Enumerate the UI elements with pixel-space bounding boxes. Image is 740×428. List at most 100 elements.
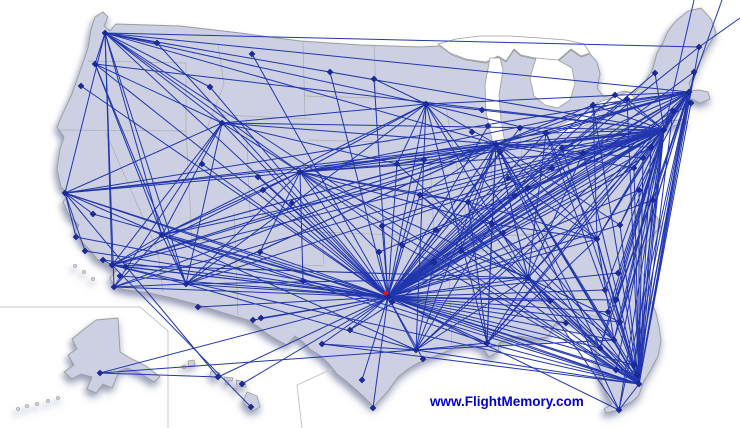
airport-dot — [610, 336, 618, 344]
route-line — [527, 277, 615, 341]
route-line — [618, 383, 640, 411]
airport-dot — [89, 210, 97, 218]
route-line — [486, 238, 598, 344]
state-border-line — [373, 44, 377, 93]
route-line — [596, 91, 690, 240]
airport-dot — [72, 233, 80, 241]
route-line — [111, 264, 252, 408]
airport-dot — [393, 160, 401, 168]
small-island — [46, 399, 50, 403]
airport-dot — [483, 339, 491, 347]
airport-dot — [158, 231, 166, 239]
route-line — [387, 296, 621, 323]
airport-dot — [484, 122, 492, 130]
route-line — [321, 343, 640, 385]
small-island — [91, 277, 95, 281]
airport-dot — [238, 380, 246, 388]
small-island — [35, 402, 39, 406]
airport-dot — [593, 235, 601, 243]
route-line — [161, 234, 187, 285]
airport-dot — [615, 406, 623, 414]
airport-dot — [612, 296, 620, 304]
route-line — [241, 296, 389, 385]
route-line — [425, 103, 665, 131]
route-line — [80, 85, 389, 298]
route-line — [495, 143, 652, 148]
airport-dot — [77, 82, 85, 90]
route-line — [64, 192, 219, 378]
lake — [437, 35, 591, 63]
airport-dot — [81, 247, 89, 255]
route-line — [415, 277, 529, 351]
airport-dot — [504, 174, 512, 182]
airport-dot — [194, 303, 202, 311]
airport-dot — [524, 274, 532, 282]
route-line — [221, 103, 427, 124]
route-line — [599, 91, 690, 349]
airport-dot — [478, 106, 486, 114]
route-line — [99, 349, 417, 374]
route-line — [545, 132, 598, 240]
route-line — [491, 223, 640, 385]
route-line — [561, 91, 690, 149]
route-line — [64, 192, 640, 385]
route-line — [527, 277, 621, 323]
route-line — [161, 129, 665, 236]
airport-dot — [623, 95, 631, 103]
airport-dot — [647, 143, 655, 151]
route-line — [321, 343, 417, 351]
airport-dot — [110, 283, 118, 291]
state-border-line — [447, 254, 453, 346]
route-line — [197, 296, 389, 308]
route-line — [633, 129, 665, 366]
route-line — [104, 32, 497, 145]
state-border-line — [191, 239, 235, 244]
route-line — [104, 32, 700, 48]
route-line — [527, 129, 665, 189]
airport-dot — [660, 126, 668, 134]
route-line — [64, 32, 106, 194]
airport-dot — [206, 83, 214, 91]
airport-dot — [651, 69, 659, 77]
airport-dot — [596, 344, 604, 352]
route-line — [604, 129, 665, 291]
route-line — [654, 72, 665, 131]
route-line — [495, 143, 529, 279]
route-line — [495, 143, 601, 349]
route-line — [104, 32, 211, 88]
route-line — [387, 238, 598, 298]
small-island — [56, 396, 60, 400]
airport-dot — [288, 199, 296, 207]
route-line — [349, 296, 389, 331]
airport-dot — [108, 261, 116, 269]
route-line — [373, 78, 427, 105]
route-line — [618, 91, 690, 411]
route-line — [636, 129, 665, 376]
airport-dot — [296, 168, 304, 176]
route-line — [467, 201, 598, 240]
route-line — [299, 171, 380, 253]
route-line — [161, 234, 389, 298]
airport-dot — [299, 277, 307, 285]
route-line — [460, 250, 529, 279]
airport-dot — [96, 369, 104, 377]
route-line — [99, 296, 389, 374]
airport-dot — [695, 43, 703, 51]
airport-dot — [247, 403, 255, 411]
route-line — [415, 261, 435, 351]
airport-dot — [375, 248, 383, 256]
airport-dot — [630, 361, 638, 369]
route-line — [64, 122, 223, 194]
airport-dot — [579, 149, 587, 157]
route-line — [415, 91, 690, 351]
route-line — [495, 143, 644, 159]
airport-dot — [488, 220, 496, 228]
airport-dot — [419, 355, 427, 363]
route-line — [329, 71, 389, 298]
route-line — [185, 283, 417, 351]
route-line — [387, 296, 640, 385]
route-line — [486, 277, 529, 344]
airport-dot — [430, 258, 438, 266]
route-line — [467, 201, 529, 279]
